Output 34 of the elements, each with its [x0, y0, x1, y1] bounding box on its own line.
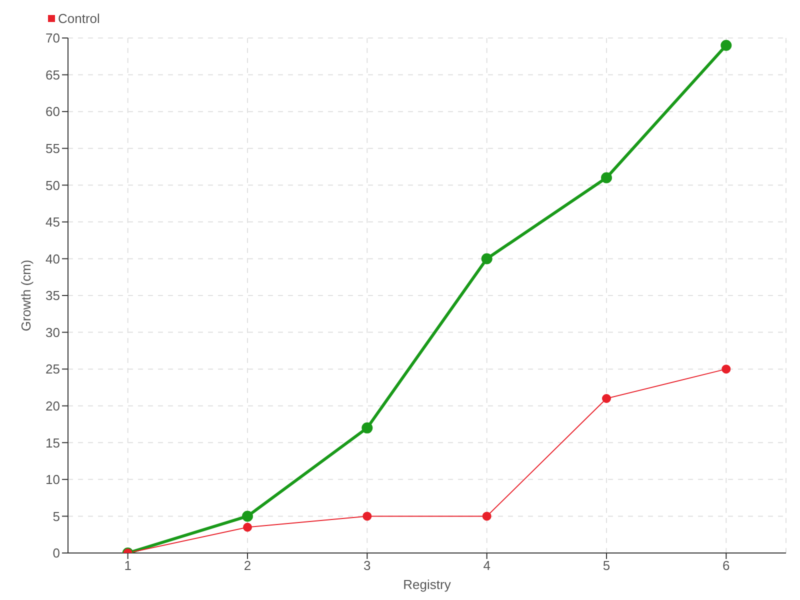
legend-label: Control — [57, 10, 100, 26]
x-tick-label: 5 — [602, 558, 610, 574]
y-tick-label: 10 — [46, 472, 60, 488]
point — [362, 422, 373, 434]
point — [722, 364, 731, 374]
y-tick-label: 50 — [46, 178, 60, 193]
y-tick-label: 40 — [46, 251, 60, 266]
y-tick-label: 35 — [46, 288, 60, 304]
point — [362, 512, 372, 521]
x-axis-title: Registry — [403, 577, 452, 592]
y-tick-label: 65 — [46, 67, 60, 82]
y-tick-label: 55 — [46, 140, 60, 156]
y-tick-label: 15 — [46, 435, 60, 450]
x-tick-label: 3 — [364, 558, 371, 574]
x-tick-label: 2 — [244, 558, 252, 574]
y-tick-label: 5 — [52, 508, 60, 524]
y-tick-label: 20 — [46, 398, 60, 414]
point — [720, 40, 732, 51]
point — [481, 253, 492, 264]
y-axis-title: Growth (cm) — [18, 260, 34, 332]
y-tick-label: 30 — [46, 324, 60, 340]
point — [243, 522, 252, 532]
x-tick-label: 6 — [722, 558, 730, 574]
y-tick-label: 45 — [46, 214, 60, 230]
y-tick-label: 0 — [52, 546, 60, 561]
point — [601, 172, 612, 184]
x-tick-label: 1 — [124, 558, 132, 574]
y-tick-label: 70 — [46, 30, 60, 46]
x-tick-label: 4 — [483, 558, 490, 574]
point — [602, 394, 611, 403]
y-tick-label: 60 — [46, 104, 60, 120]
point — [242, 510, 253, 522]
y-tick-label: 25 — [46, 362, 60, 377]
point — [482, 512, 492, 521]
